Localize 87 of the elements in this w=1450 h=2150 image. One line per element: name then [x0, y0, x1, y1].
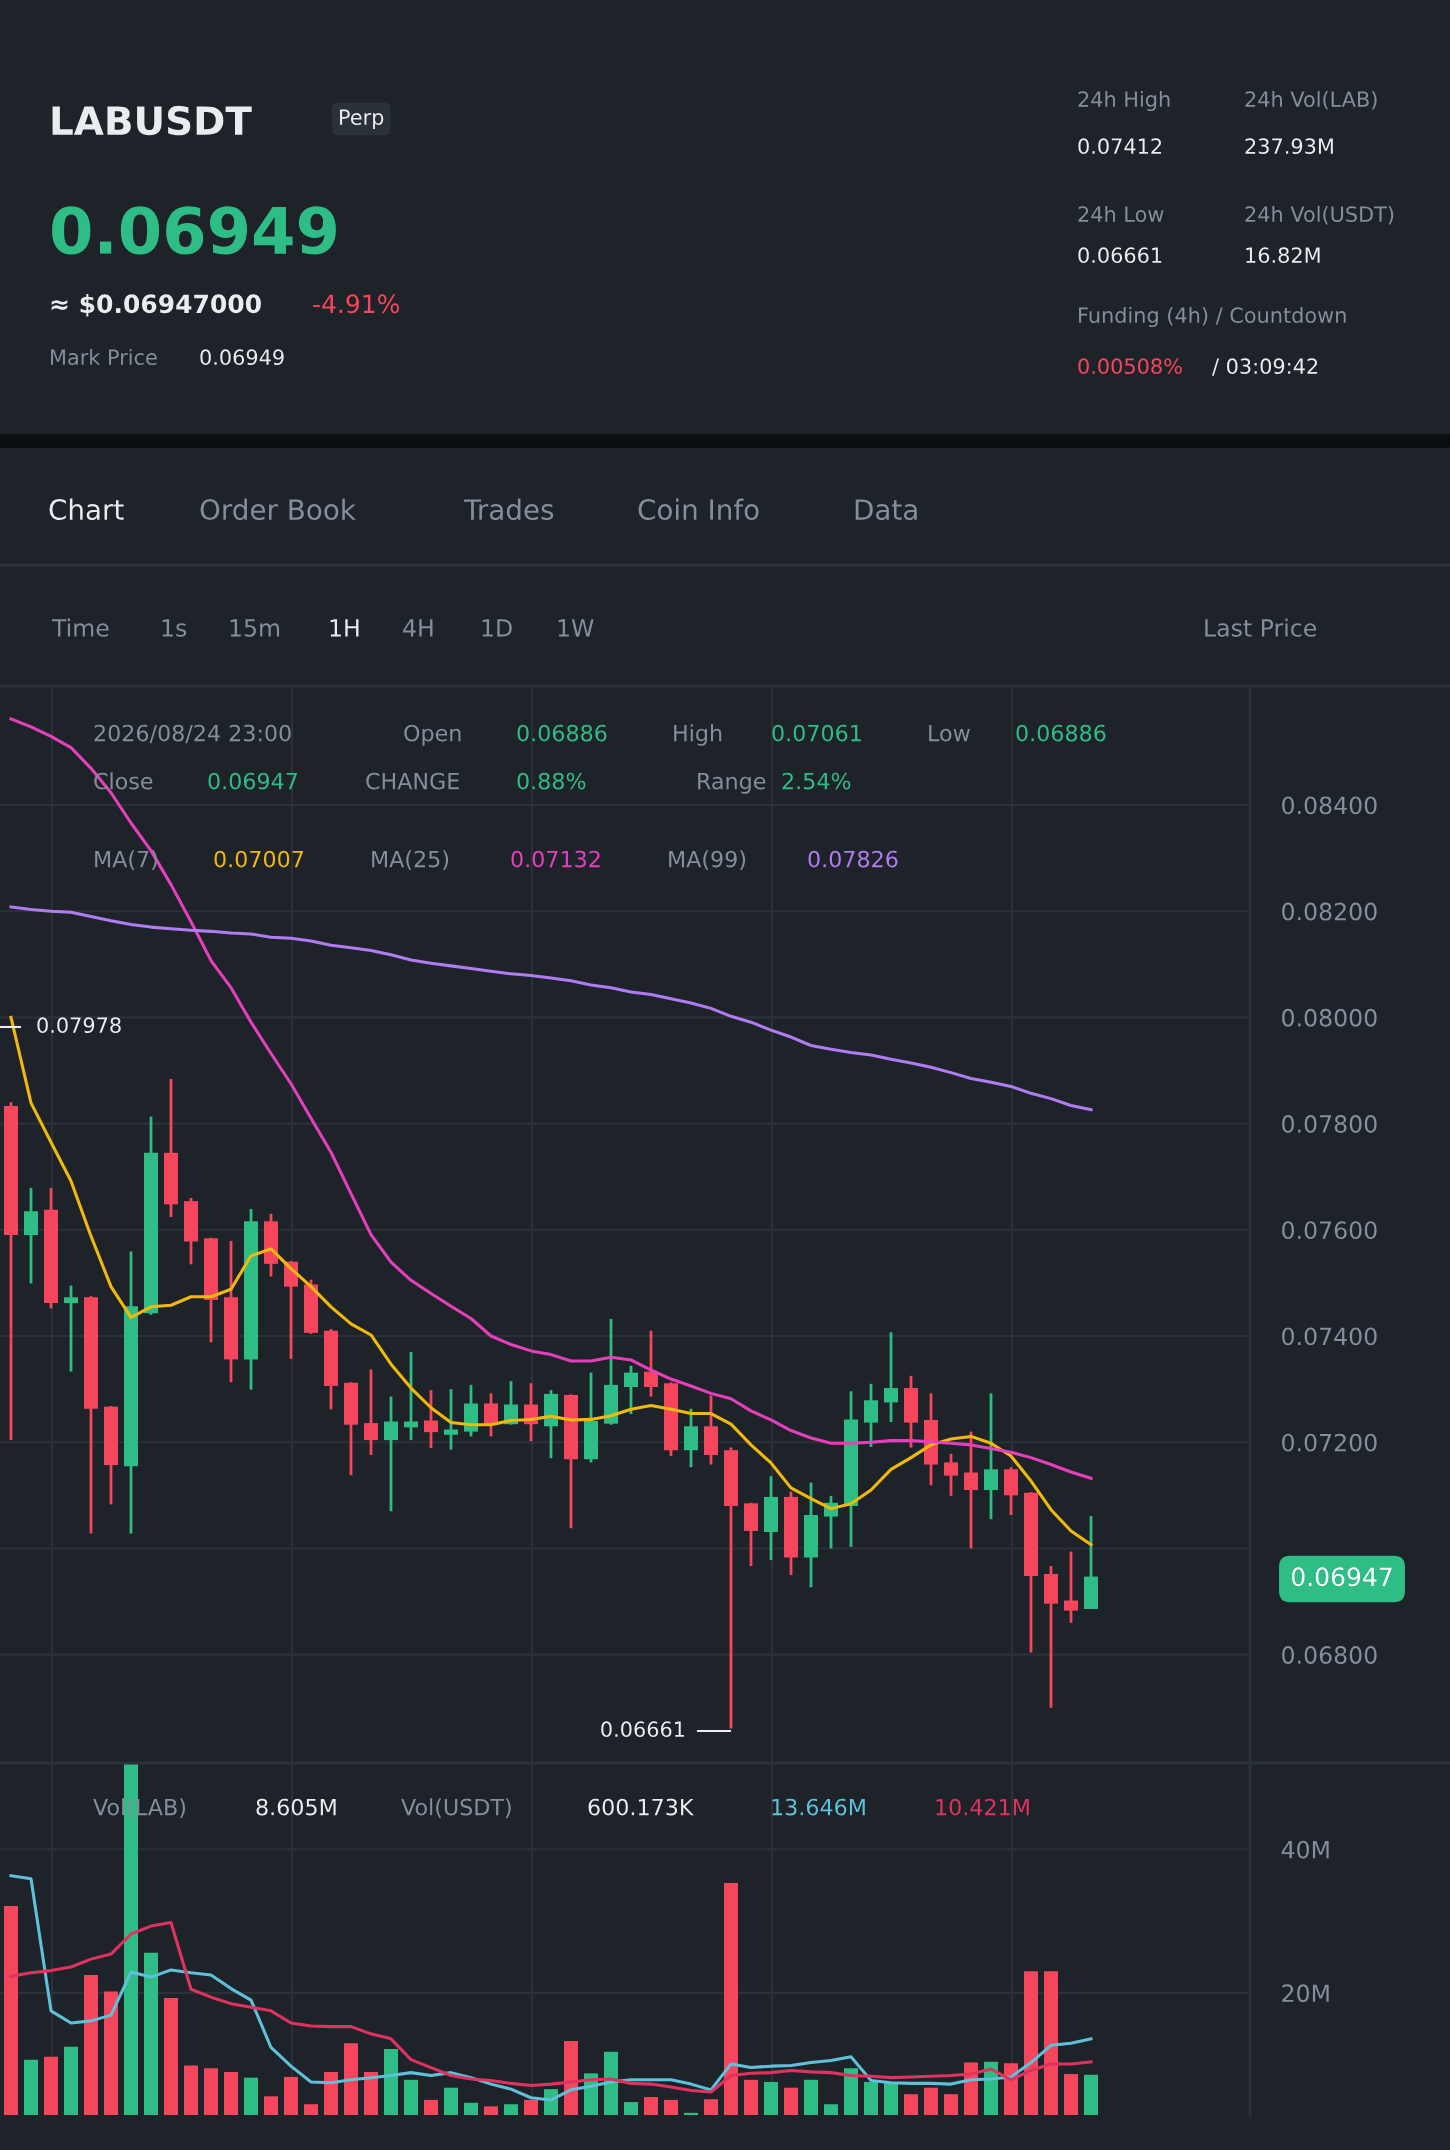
candlestick [624, 1364, 638, 1416]
annotation: Range [698, 772, 766, 794]
text: Trades [463, 498, 554, 521]
text: 24h Low [1078, 205, 1164, 223]
line-series [9, 1015, 1093, 1547]
text: Mark Price [51, 348, 157, 366]
annotation: 0.06661 [601, 1721, 685, 1738]
candlestick [424, 1388, 438, 1450]
text: Order Book [200, 498, 356, 521]
annotation: 0.07132 [511, 850, 600, 868]
candlestick [24, 1186, 38, 1285]
annotation: 0.07061 [772, 724, 861, 742]
y-tick-label: 20M [1282, 1984, 1329, 2003]
text: 24h Vol(LAB) [1245, 90, 1377, 110]
annotation: 0.07007 [214, 850, 303, 868]
y-tick-label: 0.06800 [1282, 1646, 1377, 1664]
text: 1H [330, 619, 359, 637]
text: Perp [340, 109, 384, 130]
text: 237.93M [1245, 138, 1333, 155]
annotation: 0.06886 [517, 724, 607, 742]
text: Time [51, 618, 109, 637]
text: 0.06661 [1078, 247, 1162, 264]
y-tick-label: 0.08000 [1282, 1008, 1377, 1027]
text: Funding (4h) / Countdown [1079, 306, 1346, 328]
line-series [9, 1920, 1093, 2094]
text: 0.07412 [1078, 138, 1162, 155]
annotation: 13.646M [772, 1798, 865, 1816]
annotation: 10.421M [936, 1798, 1029, 1816]
chart-title: LABUSDT [52, 105, 252, 136]
text: 16.82M [1246, 247, 1320, 264]
y-tick-label: 0.07400 [1282, 1327, 1377, 1346]
candlestick [644, 1329, 658, 1398]
candlestick [444, 1387, 458, 1452]
candlestick [484, 1391, 498, 1438]
text: 0.06947 [1291, 1567, 1392, 1587]
annotation: Low [929, 724, 970, 742]
annotation: MA(25) [372, 850, 449, 871]
candlestick [944, 1452, 958, 1498]
text: Chart [49, 498, 124, 521]
y-tick-label: 0.07600 [1282, 1221, 1377, 1240]
annotation: 0.06886 [1016, 724, 1106, 742]
candlestick [64, 1284, 78, 1373]
text: 1W [558, 619, 594, 637]
y-tick-label: 0.08200 [1282, 902, 1377, 921]
annotation: High [674, 724, 722, 746]
text: 4H [403, 619, 433, 637]
candlestick [864, 1382, 878, 1449]
line-series [9, 905, 1093, 1112]
text: 24h Vol(USDT) [1245, 205, 1394, 225]
candlestick [1064, 1550, 1078, 1625]
text: -4.91% [313, 294, 400, 314]
text: 15m [230, 619, 280, 637]
annotation: CHANGE [366, 772, 459, 790]
text: 0.06949 [200, 349, 284, 366]
text: Coin Info [638, 498, 759, 521]
text: / 03:09:42 [1212, 358, 1318, 376]
candlestick [964, 1430, 978, 1550]
annotation: 0.07826 [808, 850, 898, 868]
y-tick-label: 40M [1281, 1840, 1329, 1859]
text: 0.06949 [52, 206, 336, 255]
annotation: MA(99) [669, 850, 746, 871]
y-tick-label: 0.07200 [1282, 1433, 1377, 1452]
annotation: 0.06947 [208, 772, 297, 790]
candlestick [364, 1368, 378, 1457]
text: 0.00508% [1078, 358, 1182, 375]
annotation: 2026/08/24 23:00 [94, 724, 291, 744]
text: ≈ $0.06947000 [51, 293, 261, 317]
y-tick-label: 0.08400 [1282, 796, 1377, 815]
text: Last Price [1205, 618, 1317, 637]
text: 24h High [1078, 90, 1170, 112]
annotation: Open [404, 724, 461, 746]
candlestick [684, 1407, 698, 1469]
annotation: MA(7) [95, 850, 157, 871]
candlestick [884, 1330, 898, 1424]
annotation: 0.88% [517, 772, 586, 790]
candlestick [984, 1391, 998, 1521]
y-tick-label: 0.07800 [1282, 1115, 1377, 1133]
annotation: 600.173K [588, 1798, 694, 1816]
text: 1s [162, 619, 187, 637]
candlestick [384, 1395, 398, 1513]
line-series [9, 1874, 1093, 2102]
annotation: 8.605M [256, 1798, 336, 1816]
annotation: 0.07978 [37, 1017, 121, 1034]
text: Data [855, 499, 917, 521]
text: 1D [482, 619, 512, 637]
annotation: Vol(USDT) [401, 1798, 511, 1819]
annotation: 2.54% [782, 772, 851, 790]
